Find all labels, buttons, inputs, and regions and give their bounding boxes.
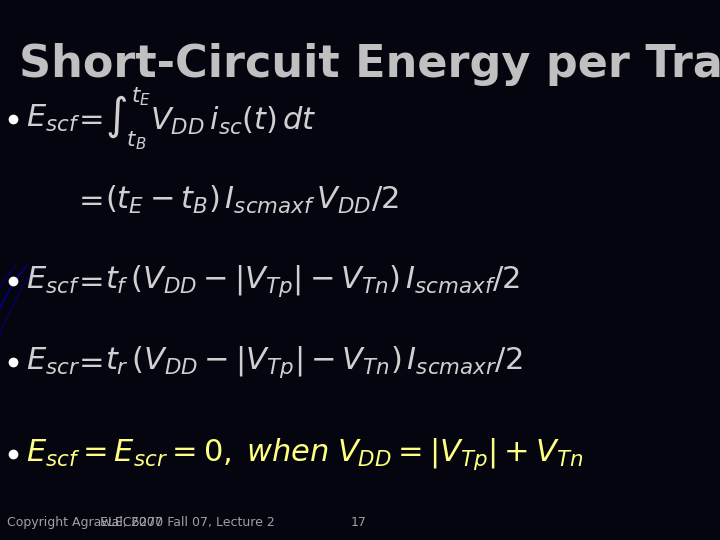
Text: $E_{scr}$: $E_{scr}$: [26, 346, 80, 377]
Text: $E_{scf} = E_{scr} = 0,\; \mathit{when}\; V_{DD} = |V_{Tp}| + V_{Tn}$: $E_{scf} = E_{scr} = 0,\; \mathit{when}\…: [26, 436, 584, 471]
Text: $=$: $=$: [73, 266, 103, 295]
Text: Short-Circuit Energy per Transition: Short-Circuit Energy per Transition: [19, 43, 720, 86]
Text: 17: 17: [351, 516, 366, 529]
Text: $=$: $=$: [73, 347, 103, 376]
Text: $t_f\,(V_{DD} - |V_{Tp}| - V_{Tn})\, I_{scmaxf} / 2$: $t_f\,(V_{DD} - |V_{Tp}| - V_{Tn})\, I_{…: [104, 263, 520, 299]
Text: $E_{scf}$: $E_{scf}$: [26, 103, 81, 134]
Text: $=$: $=$: [73, 104, 103, 133]
Text: ELEC6270 Fall 07, Lecture 2: ELEC6270 Fall 07, Lecture 2: [99, 516, 274, 529]
Text: $(t_E - t_B)\, I_{scmaxf}\, V_{DD} / 2$: $(t_E - t_B)\, I_{scmaxf}\, V_{DD} / 2$: [104, 184, 398, 216]
Text: $\int_{t_B}^{t_E} V_{DD}\, i_{sc}(t)\,dt$: $\int_{t_B}^{t_E} V_{DD}\, i_{sc}(t)\,dt…: [104, 85, 316, 152]
Text: $=$: $=$: [73, 185, 103, 214]
Text: $t_r\,(V_{DD} - |V_{Tp}| - V_{Tn})\, I_{scmaxr} / 2$: $t_r\,(V_{DD} - |V_{Tp}| - V_{Tn})\, I_{…: [104, 344, 522, 380]
Text: $E_{scf}$: $E_{scf}$: [26, 265, 81, 296]
Text: Copyright Agrawal, 2007: Copyright Agrawal, 2007: [7, 516, 163, 529]
